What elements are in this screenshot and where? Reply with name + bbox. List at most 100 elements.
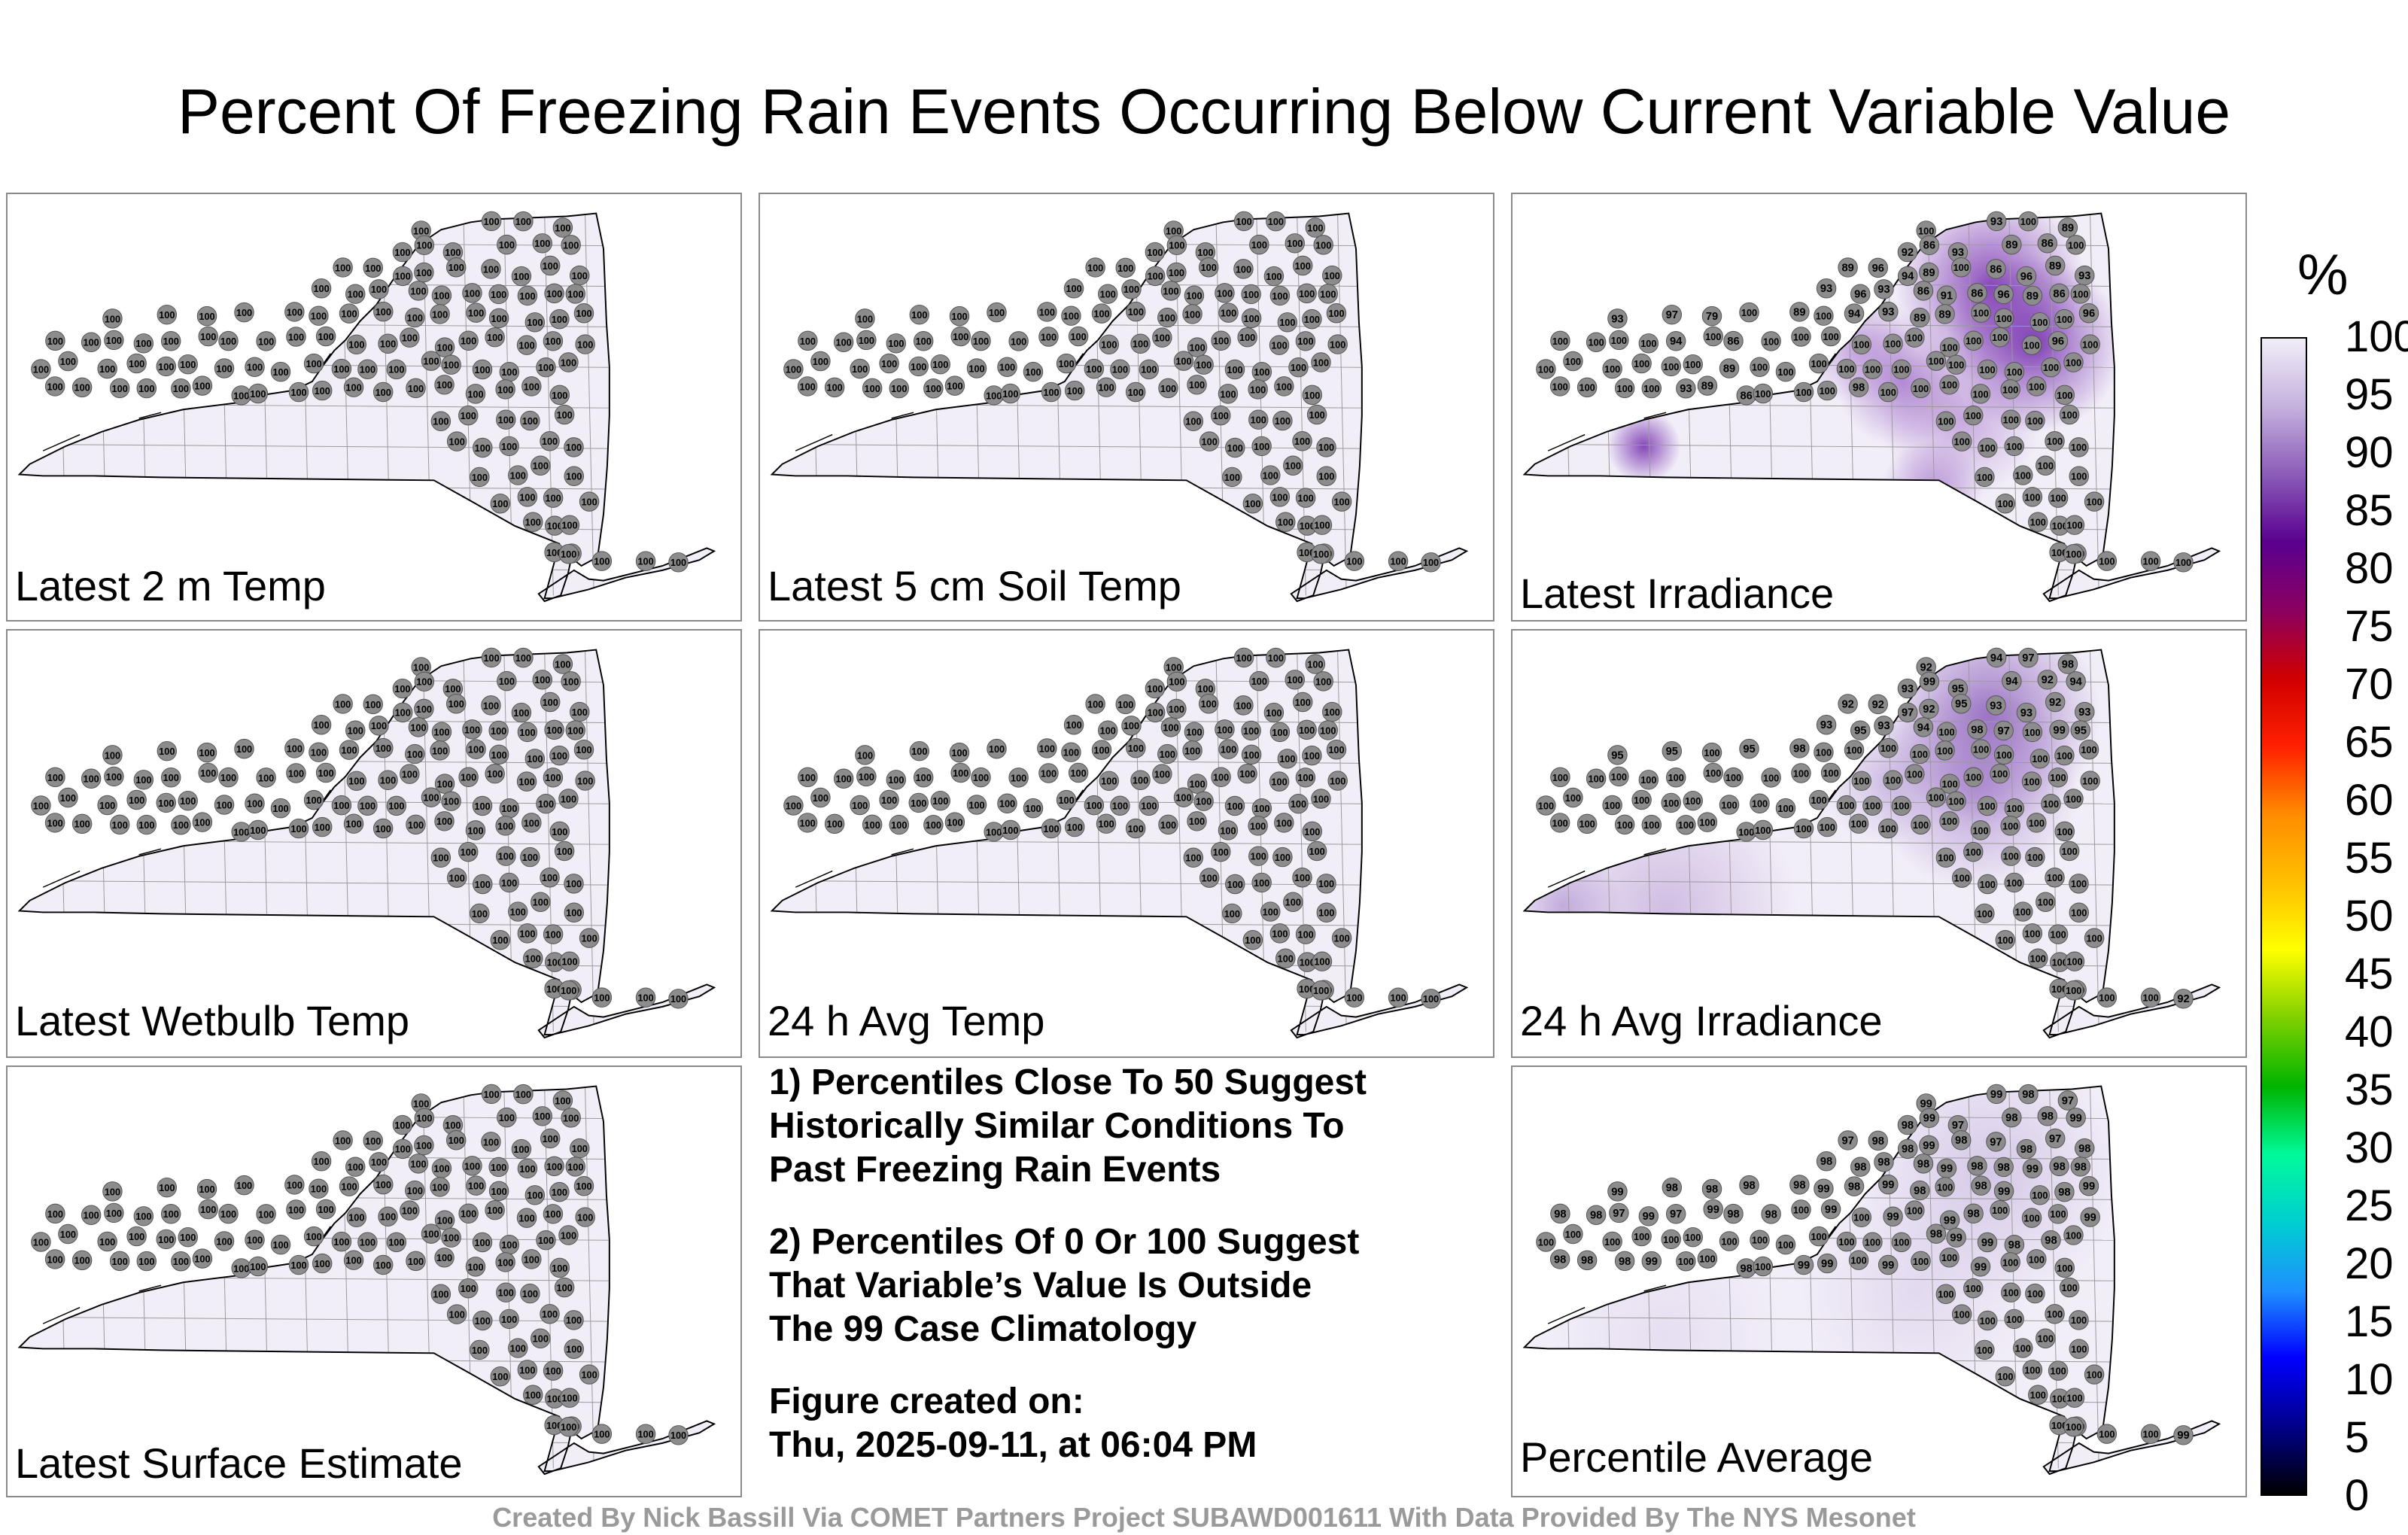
station-marker: 100 <box>363 1130 383 1151</box>
station-marker: 100 <box>579 1364 600 1385</box>
station-value: 100 <box>348 1212 364 1223</box>
station-value: 94 <box>1917 722 1930 734</box>
station-marker: 100 <box>1166 698 1187 719</box>
station-marker: 100 <box>531 1328 551 1349</box>
station-value: 100 <box>2081 744 2096 755</box>
station-value: 100 <box>567 725 583 736</box>
station-marker: 100 <box>372 381 394 403</box>
station-value: 100 <box>986 826 1002 837</box>
station-marker: 100 <box>256 331 276 351</box>
station-value: 100 <box>360 364 375 375</box>
station-marker: 100 <box>855 309 875 329</box>
station-value: 100 <box>2047 436 2063 447</box>
station-marker: 100 <box>984 822 1004 842</box>
station-marker: 100 <box>1157 743 1178 764</box>
station-value: 99 <box>1941 1163 1953 1175</box>
station-marker: 100 <box>2036 455 2056 476</box>
station-value: 100 <box>1160 819 1176 831</box>
station-value: 100 <box>2020 216 2036 227</box>
station-value: 100 <box>1291 798 1306 810</box>
station-marker: 100 <box>1939 375 1960 395</box>
station-value: 100 <box>472 1345 488 1356</box>
station-value: 100 <box>345 1255 361 1266</box>
station-marker: 100 <box>1121 279 1142 299</box>
station-marker: 96 <box>1850 284 1871 304</box>
station-value: 100 <box>545 1208 561 1220</box>
station-value: 100 <box>1907 333 1923 344</box>
station-marker: 100 <box>1697 812 1718 832</box>
station-marker: 100 <box>1602 795 1622 816</box>
station-value: 100 <box>461 847 476 858</box>
station-marker: 100 <box>192 812 213 832</box>
station-value: 100 <box>1297 772 1313 783</box>
station-marker: 100 <box>2000 379 2020 400</box>
station-value: 100 <box>47 336 63 347</box>
station-value: 96 <box>2052 336 2064 348</box>
station-marker: 100 <box>565 720 586 740</box>
station-value: 100 <box>1254 877 1269 889</box>
station-marker: 100 <box>488 744 509 765</box>
station-marker: 100 <box>1602 1231 1622 1252</box>
station-value: 89 <box>1938 309 1950 321</box>
station-value: 100 <box>375 1179 391 1190</box>
station-marker: 100 <box>635 1424 656 1444</box>
station-value: 98 <box>1741 1263 1753 1275</box>
station-value: 100 <box>380 339 396 350</box>
station-marker: 100 <box>1068 326 1089 347</box>
station-marker: 100 <box>1322 701 1342 722</box>
station-value: 100 <box>1980 442 1996 454</box>
station-marker: 100 <box>543 768 564 788</box>
station-value: 100 <box>474 801 490 812</box>
station-marker: 100 <box>1302 745 1322 766</box>
station-marker: 100 <box>369 716 389 736</box>
station-marker: 100 <box>192 375 213 396</box>
station-marker: 100 <box>346 334 367 355</box>
station-value: 100 <box>315 822 330 833</box>
station-marker: 99 <box>1877 1254 1899 1275</box>
station-value: 100 <box>394 683 410 695</box>
station-marker: 100 <box>540 431 560 451</box>
station-value: 100 <box>1112 364 1128 375</box>
station-value: 100 <box>445 247 461 258</box>
station-marker: 93 <box>1878 301 1899 322</box>
station-marker: 100 <box>157 1177 178 1198</box>
station-value: 100 <box>2043 798 2059 810</box>
station-value: 100 <box>501 1239 517 1251</box>
station-value: 100 <box>594 992 610 1004</box>
station-value: 100 <box>1313 985 1329 996</box>
station-marker: 100 <box>44 376 65 397</box>
station-value: 100 <box>1295 697 1311 708</box>
station-marker: 99 <box>1638 1206 1659 1226</box>
station-value: 100 <box>1640 774 1656 786</box>
station-marker: 100 <box>862 378 883 399</box>
station-marker: 100 <box>2004 1309 2024 1330</box>
station-value: 100 <box>173 1256 189 1267</box>
station-marker: 100 <box>540 255 561 276</box>
station-value: 100 <box>1538 363 1554 375</box>
station-marker: 100 <box>1990 327 2010 348</box>
station-marker: 100 <box>558 789 579 809</box>
station-marker: 86 <box>2049 283 2069 304</box>
station-value: 100 <box>556 846 572 857</box>
station-marker: 100 <box>1166 262 1187 283</box>
station-value: 100 <box>2086 497 2102 508</box>
station-marker: 100 <box>1761 768 1781 788</box>
station-marker: 100 <box>1085 694 1105 714</box>
station-marker: 94 <box>1665 331 1686 351</box>
station-marker: 100 <box>1292 255 1313 276</box>
station-value: 100 <box>99 800 115 811</box>
station-marker: 100 <box>421 787 442 807</box>
station-value: 100 <box>410 1158 426 1169</box>
station-value: 93 <box>1990 700 2002 712</box>
station-marker: 100 <box>2054 1257 2075 1278</box>
station-value: 100 <box>567 1161 583 1172</box>
station-marker: 100 <box>532 1106 552 1126</box>
station-marker: 100 <box>1935 1284 1956 1305</box>
station-value: 100 <box>852 800 868 811</box>
station-marker: 100 <box>1609 766 1629 787</box>
station-marker: 97 <box>1986 1132 2006 1152</box>
station-marker: 100 <box>1061 305 1081 326</box>
station-marker: 100 <box>540 692 561 713</box>
station-value: 100 <box>1304 750 1320 761</box>
station-marker: 100 <box>245 357 265 377</box>
